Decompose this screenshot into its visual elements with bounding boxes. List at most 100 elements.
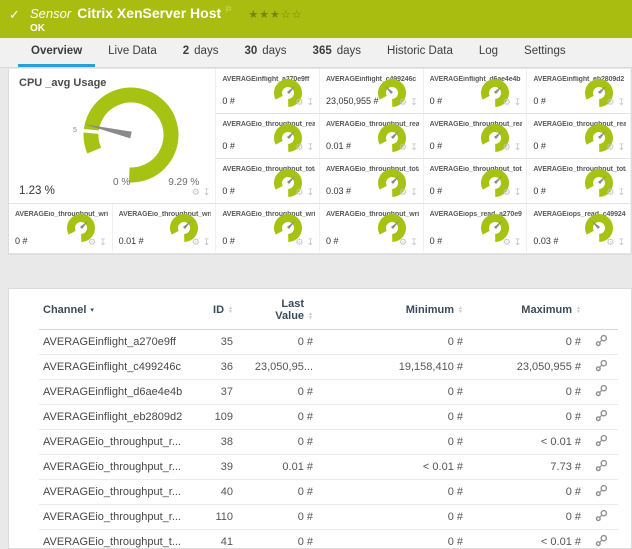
pin-icon[interactable]	[410, 182, 418, 200]
channel-gauge-panel[interactable]: AVERAGEinflight_d6ae4e4b 0 #	[423, 69, 528, 114]
gear-icon[interactable]	[503, 92, 511, 110]
pin-icon[interactable]	[306, 137, 314, 155]
pin-icon[interactable]	[514, 92, 522, 110]
column-header-minimum[interactable]: Minimum	[317, 293, 467, 330]
tab[interactable]: 365 days	[300, 38, 374, 67]
column-header-id[interactable]: ID	[197, 293, 237, 330]
pin-icon[interactable]	[617, 137, 625, 155]
channel-gauge-panel[interactable]: AVERAGEio_throughput_read... 0 #	[423, 114, 528, 159]
pin-icon[interactable]	[203, 182, 211, 200]
priority-rating-stars[interactable]: ★★★☆☆	[248, 8, 302, 21]
gear-icon[interactable]	[295, 137, 303, 155]
gear-icon[interactable]	[295, 182, 303, 200]
channel-gauge-panel[interactable]: AVERAGEio_throughput_total... 0 #	[216, 159, 320, 204]
channel-name-cell[interactable]: AVERAGEinflight_a270e9ff	[39, 329, 197, 355]
channel-gauge-panel[interactable]: AVERAGEiops_read_a270e9ff 0 #	[423, 204, 528, 254]
gear-icon[interactable]	[606, 137, 614, 155]
pin-icon[interactable]	[617, 92, 625, 110]
channel-name-cell[interactable]: AVERAGEio_throughput_r...	[39, 479, 197, 505]
pin-icon[interactable]	[410, 92, 418, 110]
channel-id-cell: 110	[197, 504, 237, 530]
tab[interactable]: Settings	[511, 38, 579, 67]
gear-icon[interactable]	[88, 232, 96, 250]
gear-icon[interactable]	[295, 92, 303, 110]
channel-row[interactable]: AVERAGEinflight_eb2809d2 109 0 # 0 # 0 #	[39, 404, 618, 430]
channel-row[interactable]: AVERAGEio_throughput_r... 110 0 # 0 # 0 …	[39, 504, 618, 530]
channel-gauge-panel[interactable]: AVERAGEio_throughput_read... 0 #	[216, 114, 320, 159]
gear-icon[interactable]	[192, 232, 200, 250]
channel-settings-icon[interactable]	[595, 509, 608, 522]
column-header-maximum[interactable]: Maximum	[467, 293, 585, 330]
channel-settings-icon[interactable]	[595, 359, 608, 372]
pin-icon[interactable]	[99, 232, 107, 250]
gear-icon[interactable]	[399, 232, 407, 250]
channel-name-cell[interactable]: AVERAGEio_throughput_r...	[39, 429, 197, 455]
tab[interactable]: Log	[466, 38, 511, 67]
channel-name-cell[interactable]: AVERAGEinflight_eb2809d2	[39, 404, 197, 430]
pin-icon[interactable]	[514, 182, 522, 200]
gear-icon[interactable]	[606, 92, 614, 110]
tab[interactable]: 30 days	[231, 38, 299, 67]
tab[interactable]: Overview	[18, 38, 96, 67]
column-header-channel[interactable]: Channel	[39, 293, 197, 330]
priority-flag-icon[interactable]	[225, 5, 232, 14]
gear-icon[interactable]	[192, 182, 200, 200]
channel-name-cell[interactable]: AVERAGEio_throughput_t...	[39, 529, 197, 548]
channel-row[interactable]: AVERAGEio_throughput_r... 40 0 # 0 # 0 #	[39, 479, 618, 505]
channel-gauge-panel[interactable]: AVERAGEiops_read_c499246c 0.03 #	[527, 204, 631, 254]
pin-icon[interactable]	[617, 182, 625, 200]
channel-row[interactable]: AVERAGEinflight_d6ae4e4b 37 0 # 0 # 0 #	[39, 379, 618, 405]
channel-row[interactable]: AVERAGEinflight_c499246c 36 23,050,95...…	[39, 354, 618, 380]
channel-row[interactable]: AVERAGEio_throughput_t... 41 0 # 0 # < 0…	[39, 529, 618, 548]
channel-settings-icon[interactable]	[595, 384, 608, 397]
channel-gauge-panel[interactable]: AVERAGEio_throughput_total... 0.03 #	[319, 159, 424, 204]
channel-gauge-panel[interactable]: AVERAGEio_throughput_total... 0 #	[527, 159, 631, 204]
channel-name-cell[interactable]: AVERAGEio_throughput_r...	[39, 504, 197, 530]
channel-name-cell[interactable]: AVERAGEinflight_d6ae4e4b	[39, 379, 197, 405]
channel-name-cell[interactable]: AVERAGEio_throughput_r...	[39, 454, 197, 480]
gear-icon[interactable]	[503, 137, 511, 155]
channel-gauge-panel[interactable]: AVERAGEio_throughput_write... 0 #	[9, 204, 113, 254]
channel-row[interactable]: AVERAGEinflight_a270e9ff 35 0 # 0 # 0 #	[39, 329, 618, 355]
gear-icon[interactable]	[399, 182, 407, 200]
channel-settings-icon[interactable]	[595, 334, 608, 347]
pin-icon[interactable]	[514, 232, 522, 250]
channel-gauge-panel[interactable]: AVERAGEinflight_c499246c 23,050,955 #	[319, 69, 424, 114]
gear-icon[interactable]	[503, 182, 511, 200]
pin-icon[interactable]	[410, 137, 418, 155]
cpu-avg-usage-gauge-panel[interactable]: CPU _avg Usage 5 0 % 9.29 % 1.23 %	[9, 69, 217, 204]
channel-gauge-panel[interactable]: AVERAGEio_throughput_write... 0 #	[319, 204, 424, 254]
gear-icon[interactable]	[503, 232, 511, 250]
channel-row[interactable]: AVERAGEio_throughput_r... 39 0.01 # < 0.…	[39, 454, 618, 480]
pin-icon[interactable]	[306, 232, 314, 250]
gear-icon[interactable]	[295, 232, 303, 250]
gear-icon[interactable]	[606, 232, 614, 250]
gear-icon[interactable]	[399, 137, 407, 155]
channel-gauge-panel[interactable]: AVERAGEio_throughput_write... 0.01 #	[112, 204, 217, 254]
tab[interactable]: Live Data	[95, 38, 170, 67]
channel-gauge-panel[interactable]: AVERAGEio_throughput_read... 0.01 #	[319, 114, 424, 159]
pin-icon[interactable]	[306, 182, 314, 200]
channel-gauge-panel[interactable]: AVERAGEinflight_a270e9ff 0 #	[216, 69, 320, 114]
gear-icon[interactable]	[399, 92, 407, 110]
pin-icon[interactable]	[617, 232, 625, 250]
tab[interactable]: Historic Data	[374, 38, 466, 67]
channel-gauge-panel[interactable]: AVERAGEinflight_eb2809d2 0 #	[527, 69, 631, 114]
tab[interactable]: 2 days	[170, 38, 232, 67]
channel-settings-icon[interactable]	[595, 484, 608, 497]
pin-icon[interactable]	[514, 137, 522, 155]
channel-gauge-panel[interactable]: AVERAGEio_throughput_total... 0 #	[423, 159, 528, 204]
channel-settings-icon[interactable]	[595, 534, 608, 547]
channel-settings-icon[interactable]	[595, 409, 608, 422]
pin-icon[interactable]	[306, 92, 314, 110]
column-header-last-value[interactable]: Last Value	[237, 293, 317, 330]
channel-settings-icon[interactable]	[595, 434, 608, 447]
channel-name-cell[interactable]: AVERAGEinflight_c499246c	[39, 354, 197, 380]
channel-row[interactable]: AVERAGEio_throughput_r... 38 0 # 0 # < 0…	[39, 429, 618, 455]
pin-icon[interactable]	[410, 232, 418, 250]
channel-gauge-panel[interactable]: AVERAGEio_throughput_read... 0 #	[527, 114, 631, 159]
pin-icon[interactable]	[203, 232, 211, 250]
gear-icon[interactable]	[606, 182, 614, 200]
channel-gauge-panel[interactable]: AVERAGEio_throughput_write... 0 #	[216, 204, 320, 254]
channel-settings-icon[interactable]	[595, 459, 608, 472]
